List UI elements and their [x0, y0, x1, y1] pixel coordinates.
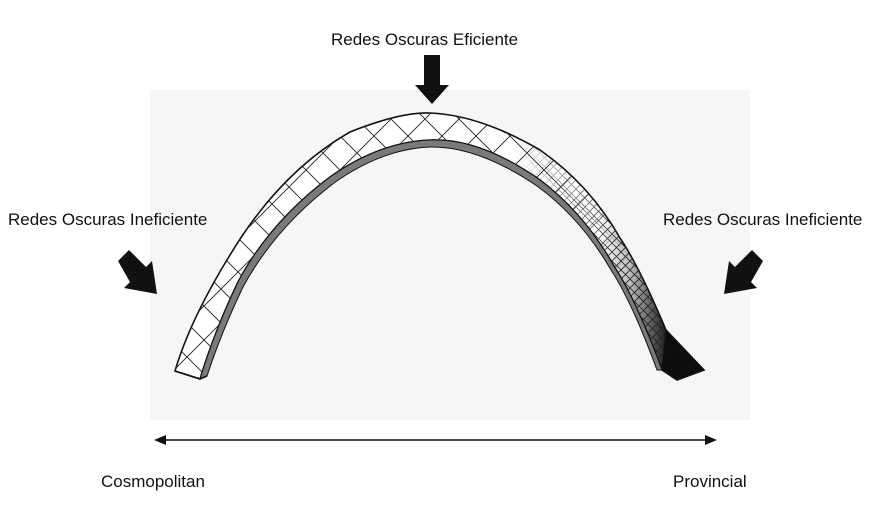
label-efficient-top: Redes Oscuras Eficiente	[331, 30, 519, 49]
label-inefficient-right: Redes Oscuras Ineficiente	[663, 210, 863, 229]
arch-right-end	[661, 328, 706, 381]
arch-left-end	[174, 370, 208, 380]
arrow-top	[415, 55, 449, 104]
arrow-right	[724, 250, 763, 294]
label-inefficient-left: Redes Oscuras Ineficiente	[8, 210, 208, 229]
axis-arrow	[154, 435, 717, 445]
arrow-left	[118, 250, 157, 294]
axis-label-cosmopolitan: Cosmopolitan	[101, 472, 205, 491]
axis-label-provincial: Provincial	[673, 472, 747, 491]
